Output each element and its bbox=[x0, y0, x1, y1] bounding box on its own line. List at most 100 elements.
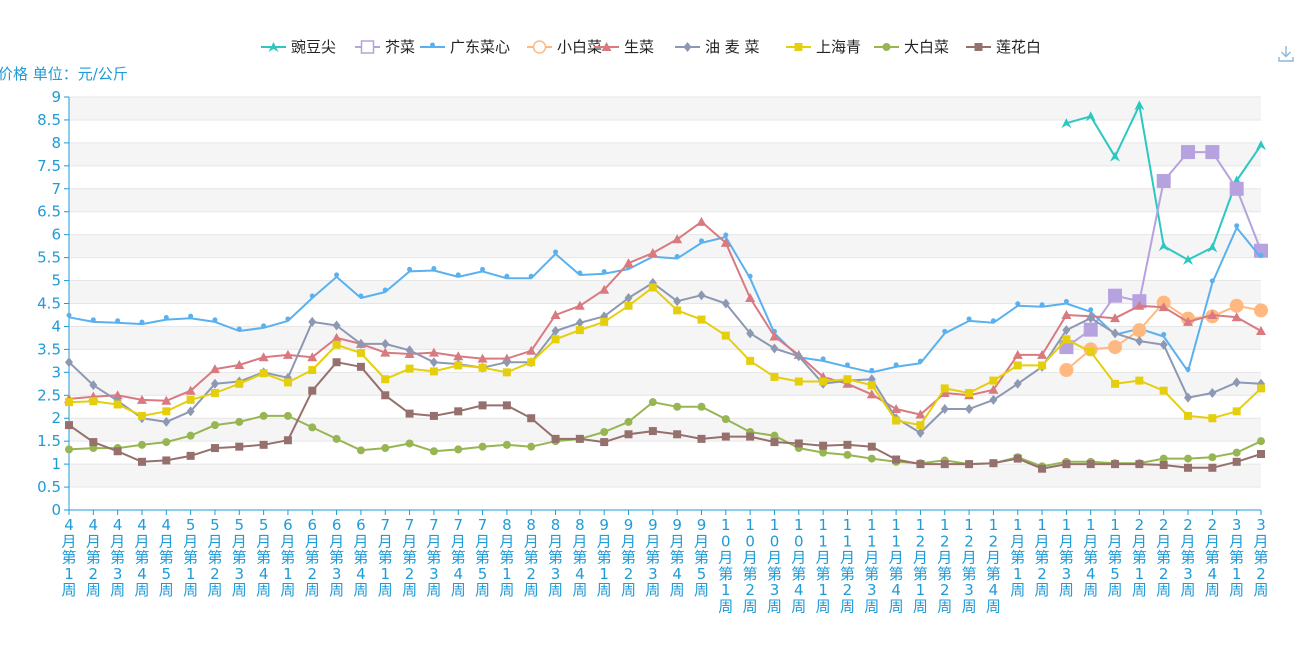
data-point bbox=[429, 411, 438, 420]
data-point bbox=[1083, 322, 1098, 337]
data-point bbox=[356, 349, 365, 358]
data-point bbox=[235, 417, 244, 426]
data-point bbox=[261, 323, 267, 329]
legend-item[interactable]: 油 麦 菜 bbox=[675, 38, 760, 56]
data-point bbox=[308, 316, 317, 327]
y-tick-label: 2.5 bbox=[37, 386, 61, 404]
data-point bbox=[527, 358, 536, 367]
data-point bbox=[1232, 457, 1241, 466]
data-point bbox=[916, 427, 925, 438]
data-point bbox=[720, 237, 731, 247]
x-tick-label: 1 月第 4 周 bbox=[1083, 516, 1098, 599]
data-point bbox=[65, 445, 73, 454]
data-point bbox=[696, 216, 707, 226]
data-point bbox=[697, 402, 706, 411]
data-point bbox=[1257, 437, 1265, 446]
data-point bbox=[893, 362, 899, 368]
data-point bbox=[1108, 340, 1123, 355]
data-point bbox=[137, 457, 146, 466]
data-point bbox=[988, 384, 999, 394]
data-point bbox=[674, 254, 680, 260]
data-point bbox=[235, 442, 244, 451]
series-5 bbox=[65, 277, 1265, 438]
data-point bbox=[624, 301, 633, 310]
data-point bbox=[259, 369, 268, 378]
x-tick-label: 7 月第 4 周 bbox=[451, 516, 466, 599]
data-point bbox=[575, 434, 584, 443]
data-point bbox=[162, 456, 171, 465]
legend-item[interactable]: 生菜 bbox=[594, 38, 654, 56]
data-point bbox=[721, 331, 730, 340]
legend-item[interactable]: 莲花白 bbox=[966, 38, 1041, 56]
data-point bbox=[1135, 460, 1144, 469]
data-point bbox=[648, 398, 657, 407]
data-point bbox=[1088, 307, 1094, 313]
data-point bbox=[844, 362, 850, 368]
data-point bbox=[89, 380, 98, 391]
legend-item[interactable]: 大白菜 bbox=[874, 38, 949, 56]
y-tick-label: 2 bbox=[51, 409, 61, 427]
data-point bbox=[771, 328, 777, 334]
data-point bbox=[600, 438, 609, 447]
data-point bbox=[1208, 453, 1217, 462]
data-point bbox=[1134, 300, 1145, 310]
data-point bbox=[624, 417, 633, 426]
x-tick-label: 4 月第 2 周 bbox=[86, 516, 101, 599]
legend-item[interactable]: 豌豆尖 bbox=[261, 38, 336, 56]
data-point bbox=[527, 442, 536, 451]
legend-item[interactable]: 上海青 bbox=[786, 38, 861, 56]
data-point bbox=[990, 318, 996, 324]
legend-item[interactable]: 芥菜 bbox=[355, 38, 415, 56]
data-point bbox=[647, 248, 658, 258]
legend-label: 小白菜 bbox=[557, 38, 602, 56]
x-tick-label: 8 月第 1 周 bbox=[499, 516, 514, 599]
data-point bbox=[1134, 100, 1145, 111]
grid-band bbox=[69, 188, 1261, 212]
series-line bbox=[68, 281, 1262, 434]
download-icon[interactable] bbox=[1276, 44, 1296, 64]
data-point bbox=[1156, 173, 1171, 188]
data-point bbox=[258, 352, 269, 362]
y-tick-label: 7.5 bbox=[37, 157, 61, 175]
x-tick-label: 1 1 月第 1 周 bbox=[816, 516, 831, 616]
data-point bbox=[407, 266, 413, 272]
data-point bbox=[843, 375, 852, 384]
data-point bbox=[1161, 332, 1167, 338]
x-tick-label: 1 2 月第 3 周 bbox=[962, 516, 977, 616]
data-point bbox=[454, 445, 463, 454]
data-point bbox=[1207, 242, 1218, 253]
data-point bbox=[1258, 253, 1264, 259]
x-tick-label: 9 月第 2 周 bbox=[621, 516, 636, 599]
data-point bbox=[940, 404, 949, 415]
data-point bbox=[1158, 302, 1169, 312]
x-tick-label: 2 月第 1 周 bbox=[1132, 516, 1147, 599]
legend-item[interactable]: 广东菜心 bbox=[420, 38, 510, 56]
data-point bbox=[1085, 111, 1096, 122]
data-point bbox=[285, 316, 291, 322]
data-point bbox=[673, 430, 682, 439]
x-tick-label: 8 月第 3 周 bbox=[548, 516, 563, 599]
data-point bbox=[1183, 316, 1194, 326]
x-tick-label: 4 月第 4 周 bbox=[134, 516, 149, 599]
data-point bbox=[212, 317, 218, 323]
legend[interactable]: 豌豆尖 芥菜 广东菜心 小白菜 生菜 油 麦 菜 上海青 大白菜 莲花白 bbox=[261, 38, 1041, 56]
data-point bbox=[429, 367, 438, 376]
data-point bbox=[1229, 181, 1244, 196]
data-point bbox=[683, 42, 692, 52]
series-line bbox=[68, 401, 1262, 468]
x-tick-label: 1 1 月第 2 周 bbox=[840, 516, 855, 616]
data-point bbox=[428, 347, 439, 357]
data-point bbox=[1063, 299, 1069, 304]
data-point bbox=[283, 436, 292, 445]
data-point bbox=[307, 352, 318, 362]
y-tick-label: 6 bbox=[51, 226, 61, 244]
data-point bbox=[453, 351, 464, 361]
data-point bbox=[1062, 325, 1071, 336]
x-tick-label: 3 月第 2 周 bbox=[1253, 516, 1268, 599]
data-point bbox=[794, 351, 803, 362]
data-point bbox=[1184, 454, 1193, 463]
data-point bbox=[309, 293, 315, 299]
data-point bbox=[989, 459, 998, 468]
legend-item[interactable]: 小白菜 bbox=[527, 38, 602, 56]
